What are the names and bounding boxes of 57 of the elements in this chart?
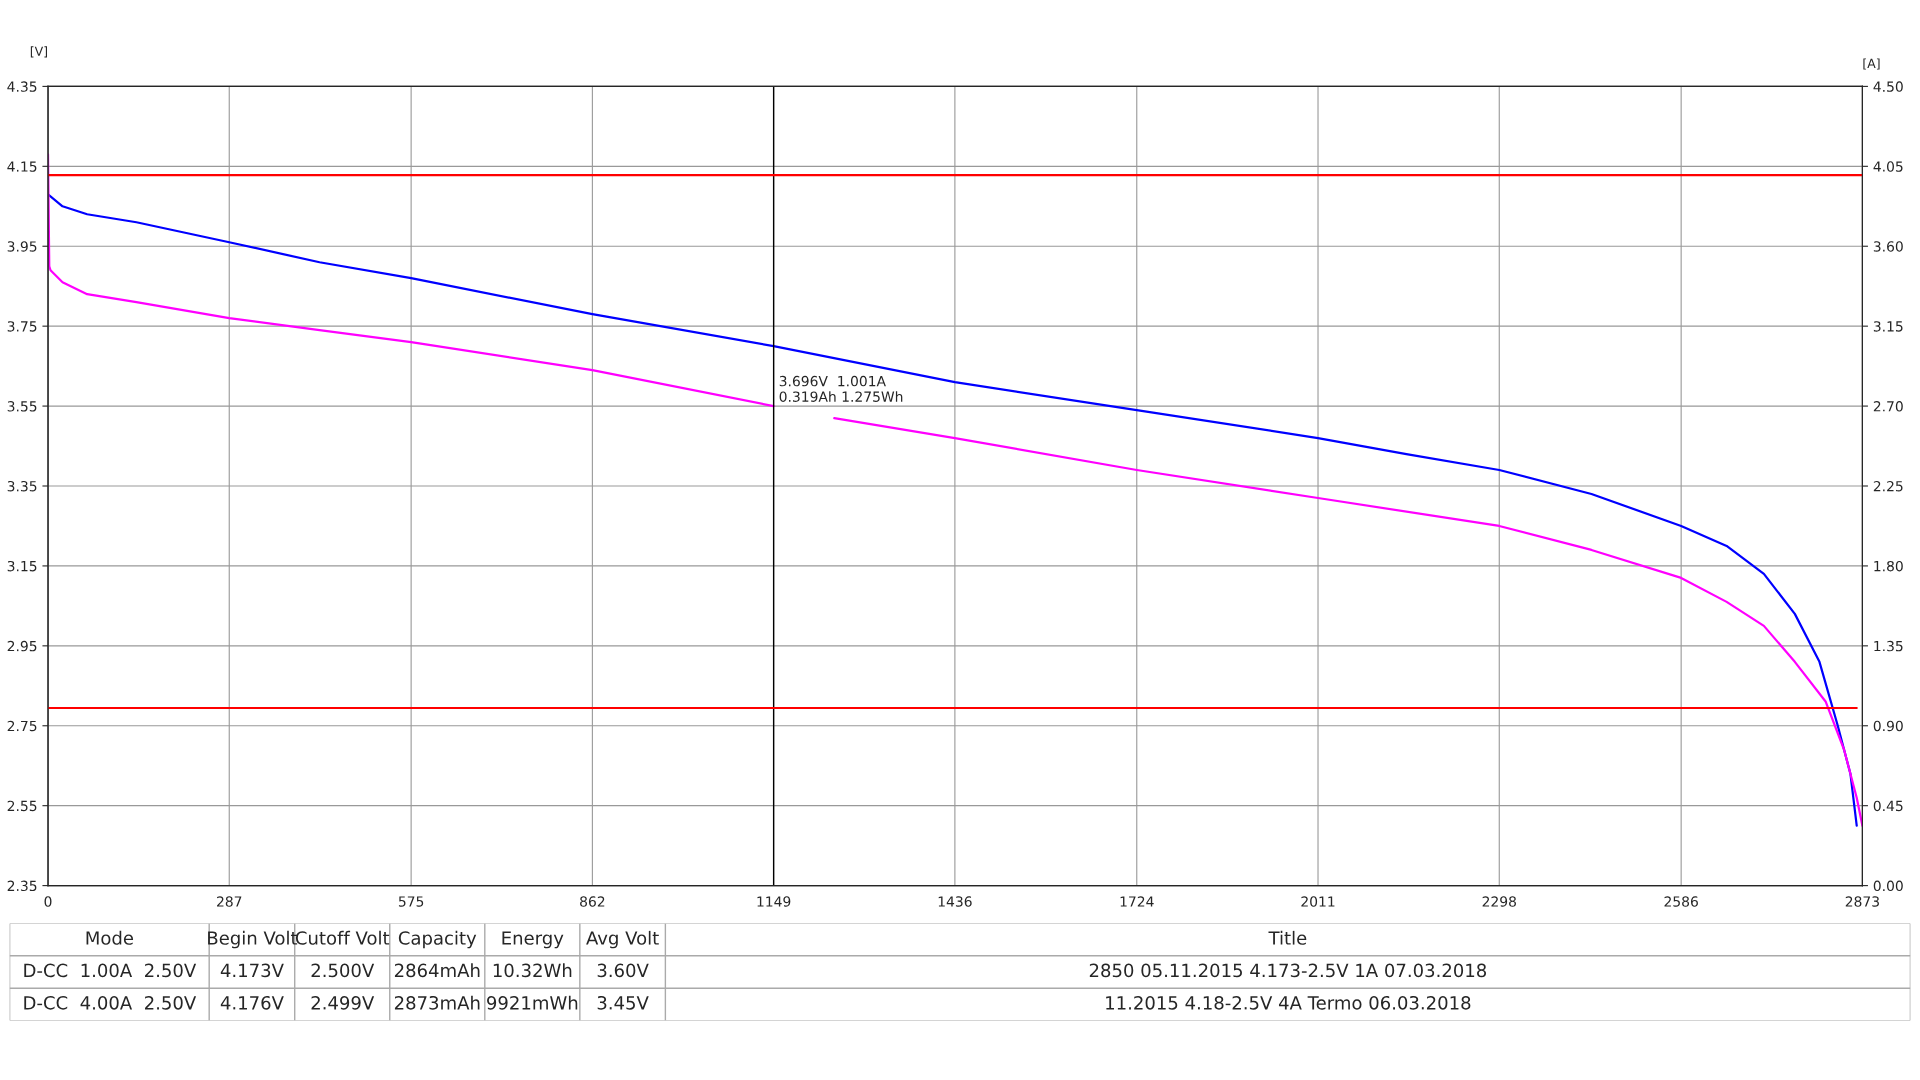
y2-tick-label: 0.90 (1873, 720, 1903, 732)
text: Title (1268, 930, 1307, 945)
text: 2.499V (311, 995, 375, 1010)
text: 2864mAh (394, 963, 480, 978)
y2-tick-label: 3.15 (1873, 321, 1903, 332)
y-tick-label: 3.95 (7, 241, 37, 252)
x-tick-label: 1149 (757, 896, 791, 907)
text: Avg Volt (586, 930, 659, 949)
text: 11.2015 4.18-2.5V 4A Termo 06.03.2018 (1106, 995, 1471, 1010)
y2-tick-label: 1.35 (1874, 640, 1903, 652)
x-tick-label: 2298 (1482, 896, 1516, 907)
x-tick-label: 575 (398, 896, 424, 907)
y2-tick-label: 0.00 (1873, 880, 1903, 892)
y2-tick-label: 2.70 (1873, 401, 1903, 412)
text: 3.45V (597, 995, 649, 1010)
x-tick-label: 2011 (1301, 896, 1335, 907)
text: 3.60V (597, 963, 649, 978)
y-tick-label: 3.35 (7, 480, 37, 492)
text: D-CC 1.00A 2.50V (24, 963, 197, 978)
text: Energy (502, 931, 564, 949)
text: D-CC 4.00A 2.50V (24, 995, 197, 1010)
text: Capacity (398, 930, 477, 949)
text: 10.32Wh (493, 963, 572, 978)
x-tick-label: 287 (217, 896, 242, 907)
y-tick-label: 2.55 (7, 800, 37, 812)
x-tick-label: 0 (44, 896, 52, 907)
y-tick-label: 2.75 (7, 720, 37, 732)
y-tick-label: 4.15 (7, 161, 37, 172)
ref-line-label: 3.696V 1.001A 0.319Ah 1.275Wh (779, 375, 903, 402)
y-tick-label: 4.35 (7, 81, 37, 92)
y2-axis-title: [A] (1863, 58, 1880, 70)
y2-tick-label: 1.80 (1874, 560, 1903, 572)
text: 2873mAh (394, 995, 480, 1010)
y2-tick-label: 0.45 (1873, 800, 1903, 812)
text: Mode (86, 930, 134, 945)
y-tick-label: 3.15 (7, 560, 37, 572)
y-tick-label: 2.95 (7, 640, 37, 652)
y2-tick-label: 3.60 (1873, 241, 1903, 252)
text: 2.500V (311, 963, 375, 978)
y-axis-title: [V] (30, 46, 48, 58)
x-tick-label: 1436 (938, 896, 972, 907)
text: Begin Volt (208, 930, 298, 949)
y2-tick-label: 4.05 (1873, 161, 1903, 172)
text: 4.173V (220, 963, 284, 978)
text: 9921mWh (487, 995, 578, 1010)
y2-tick-label: 4.50 (1873, 81, 1903, 92)
text: Cutoff Volt (295, 930, 390, 945)
y2-tick-label: 2.25 (1873, 480, 1903, 492)
text: 2850 05.11.2015 4.173-2.5V 1A 07.03.2018 (1089, 963, 1487, 978)
y-tick-label: 3.75 (7, 321, 37, 332)
x-tick-label: 2873 (1845, 896, 1879, 907)
x-tick-label: 2586 (1664, 896, 1698, 907)
text: 4.176V (220, 995, 284, 1010)
y-tick-label: 2.35 (7, 880, 37, 892)
x-tick-label: 862 (580, 896, 605, 907)
y-tick-label: 3.55 (7, 401, 37, 412)
x-tick-label: 1724 (1120, 896, 1154, 907)
